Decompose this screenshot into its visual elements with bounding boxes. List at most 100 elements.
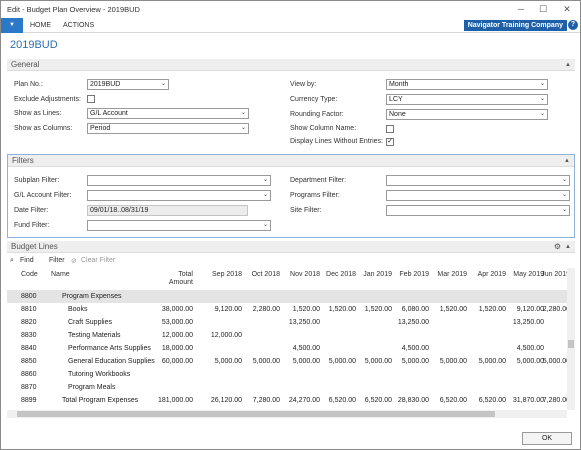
cell-month-amount: 5,000.00 — [214, 358, 242, 365]
chevron-down-icon[interactable]: ⌄ — [262, 177, 268, 183]
maximize-icon[interactable]: ☐ — [538, 4, 548, 14]
app-menu-icon[interactable]: ▼ — [1, 18, 23, 33]
rounding-factor-label: Rounding Factor: — [290, 111, 344, 118]
subplan-filter-field[interactable]: ⌄ — [87, 175, 271, 186]
column-header-name[interactable]: Name — [51, 271, 70, 278]
table-row[interactable]: 8840 Performance Arts Supplies 18,000.00 4,… — [7, 342, 570, 355]
clear-filter-button[interactable]: Clear Filter — [81, 257, 116, 264]
cell-code: 8850 — [21, 358, 37, 365]
gl-account-filter-label: G/L Account Filter: — [14, 192, 72, 199]
tab-home[interactable]: HOME — [30, 22, 51, 29]
show-columns-field[interactable]: Period ⌄ — [87, 123, 249, 134]
column-header-month[interactable]: Jan 2019 — [363, 271, 392, 278]
table-row[interactable]: 8830 Testing Materials 12,000.00 12,000.00 — [7, 329, 570, 342]
filters-header[interactable]: Filters ▲ — [8, 155, 574, 167]
column-header-month[interactable]: Oct 2018 — [251, 271, 280, 278]
programs-filter-field[interactable]: ⌄ — [386, 190, 570, 201]
chevron-down-icon[interactable]: ⌄ — [539, 111, 545, 117]
table-row[interactable]: 8800 Program Expenses — [7, 290, 570, 303]
department-filter-field[interactable]: ⌄ — [386, 175, 570, 186]
vertical-scrollbar[interactable] — [567, 268, 575, 410]
column-header-month[interactable]: Mar 2019 — [437, 271, 467, 278]
collapse-icon[interactable]: ▲ — [564, 158, 570, 164]
chevron-down-icon[interactable]: ⌄ — [561, 207, 567, 213]
cell-month-amount: 12,000.00 — [210, 332, 242, 339]
filter-button[interactable]: Filter — [49, 257, 65, 264]
column-header-month[interactable]: Sep 2018 — [212, 271, 242, 278]
column-header-month[interactable]: Nov 2018 — [290, 271, 320, 278]
table-row[interactable]: 8850 General Education Supplies 60,000.00 5… — [7, 355, 570, 368]
date-filter-label: Date Filter: — [14, 207, 49, 214]
close-icon[interactable]: ✕ — [563, 4, 571, 14]
chevron-down-icon[interactable]: ⌄ — [240, 125, 246, 131]
chevron-down-icon[interactable]: ⌄ — [240, 110, 246, 116]
budget-lines-header[interactable]: Budget Lines ⚙ ▲ — [7, 241, 575, 253]
column-header-month[interactable]: Dec 2018 — [326, 271, 356, 278]
horizontal-scrollbar[interactable] — [7, 410, 567, 418]
cell-month-amount: 5,000.00 — [516, 358, 544, 365]
rounding-factor-value: None — [389, 111, 406, 118]
exclude-adjustments-checkbox[interactable] — [87, 95, 95, 103]
cell-month-amount: 1,520.00 — [292, 306, 320, 313]
cell-month-amount: 4,500.00 — [401, 345, 429, 352]
find-button[interactable]: Find — [20, 257, 34, 264]
currency-type-field[interactable]: LCY ⌄ — [386, 94, 548, 105]
table-row[interactable]: 8899 Total Program Expenses 181,000.00 26,1… — [7, 394, 570, 407]
collapse-icon[interactable]: ▲ — [565, 244, 571, 250]
cell-code: 8830 — [21, 332, 37, 339]
show-column-name-checkbox[interactable] — [386, 125, 394, 133]
chevron-down-icon[interactable]: ⌄ — [539, 81, 545, 87]
cell-month-amount: 31,870.00 — [512, 397, 544, 404]
cell-month-amount: 5,000.00 — [478, 358, 506, 365]
chevron-down-icon[interactable]: ⌄ — [561, 192, 567, 198]
find-icon[interactable]: ⌕ — [10, 257, 14, 264]
help-icon[interactable]: ? — [568, 20, 578, 30]
company-badge[interactable]: Navigator Training Company — [463, 20, 567, 31]
chevron-down-icon[interactable]: ⌄ — [262, 222, 268, 228]
display-lines-checkbox[interactable]: ✓ — [386, 138, 394, 146]
table-row[interactable]: 8860 Tutoring Workbooks — [7, 368, 570, 381]
general-header[interactable]: General ▲ — [7, 59, 575, 71]
cell-total-amount: 53,000.00 — [161, 319, 193, 326]
cell-name: Program Meals — [68, 384, 116, 391]
plan-no-value: 2019BUD — [90, 81, 121, 88]
table-row[interactable]: 8870 Program Meals — [7, 381, 570, 394]
fund-filter-field[interactable]: ⌄ — [87, 220, 271, 231]
gear-icon[interactable]: ⚙ — [553, 242, 561, 251]
tab-actions[interactable]: ACTIONS — [63, 22, 95, 29]
ok-button[interactable]: OK — [522, 432, 572, 445]
column-header-total-amount[interactable]: Total — [178, 271, 193, 278]
table-row[interactable]: 8820 Craft Supplies 53,000.00 13,250.00 13,2… — [7, 316, 570, 329]
cell-month-amount: 24,270.00 — [288, 397, 320, 404]
minimize-icon[interactable]: ─ — [517, 4, 525, 14]
rounding-factor-field[interactable]: None ⌄ — [386, 109, 548, 120]
chevron-down-icon[interactable]: ⌄ — [561, 177, 567, 183]
horizontal-scroll-thumb[interactable] — [17, 411, 495, 417]
view-by-field[interactable]: Month ⌄ — [386, 79, 548, 90]
column-header-code[interactable]: Code — [21, 271, 38, 278]
vertical-scroll-thumb[interactable] — [568, 340, 574, 348]
show-lines-field[interactable]: G/L Account ⌄ — [87, 108, 249, 119]
table-row[interactable]: 8810 Books 38,000.00 9,120.00 2,280.00 1,520.… — [7, 303, 570, 316]
cell-month-amount: 5,000.00 — [542, 358, 570, 365]
chevron-down-icon[interactable]: ⌄ — [539, 96, 545, 102]
column-header-month[interactable]: Jun 2019 — [541, 271, 570, 278]
cell-month-amount: 4,500.00 — [292, 345, 320, 352]
column-header-month[interactable]: May 2019 — [513, 271, 544, 278]
chevron-down-icon[interactable]: ⌄ — [262, 192, 268, 198]
cell-month-amount: 6,520.00 — [328, 397, 356, 404]
cell-total-amount: 12,000.00 — [161, 332, 193, 339]
column-header-month[interactable]: Feb 2019 — [399, 271, 429, 278]
show-lines-label: Show as Lines: — [14, 110, 62, 117]
plan-no-field[interactable]: 2019BUD ⌄ — [87, 79, 169, 90]
gl-account-filter-field[interactable]: ⌄ — [87, 190, 271, 201]
chevron-down-icon[interactable]: ⌄ — [160, 81, 166, 87]
column-header-month[interactable]: Apr 2019 — [477, 271, 506, 278]
clear-filter-icon[interactable]: ⊘ — [71, 258, 77, 265]
collapse-icon[interactable]: ▲ — [565, 62, 571, 68]
cell-code: 8810 — [21, 306, 37, 313]
site-filter-field[interactable]: ⌄ — [386, 205, 570, 216]
cell-month-amount: 2,280.00 — [542, 306, 570, 313]
cell-code: 8870 — [21, 384, 37, 391]
